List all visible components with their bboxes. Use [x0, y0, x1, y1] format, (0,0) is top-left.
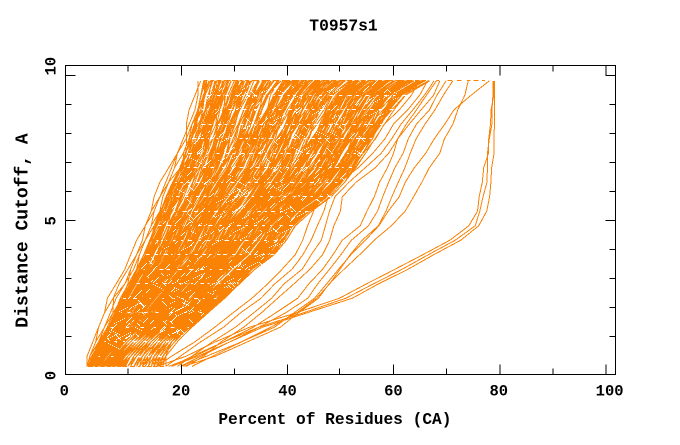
svg-text:0: 0: [43, 371, 61, 380]
svg-text:100: 100: [596, 383, 624, 401]
svg-text:40: 40: [278, 383, 297, 401]
svg-text:0: 0: [60, 383, 69, 401]
svg-text:10: 10: [43, 57, 61, 76]
svg-text:Percent of Residues (CA): Percent of Residues (CA): [218, 411, 451, 429]
svg-text:20: 20: [172, 383, 191, 401]
svg-text:Distance Cutoff, A: Distance Cutoff, A: [13, 133, 33, 328]
svg-text:T0957s1: T0957s1: [309, 16, 378, 35]
svg-text:5: 5: [43, 216, 61, 225]
svg-text:80: 80: [489, 383, 508, 401]
svg-text:60: 60: [384, 383, 403, 401]
